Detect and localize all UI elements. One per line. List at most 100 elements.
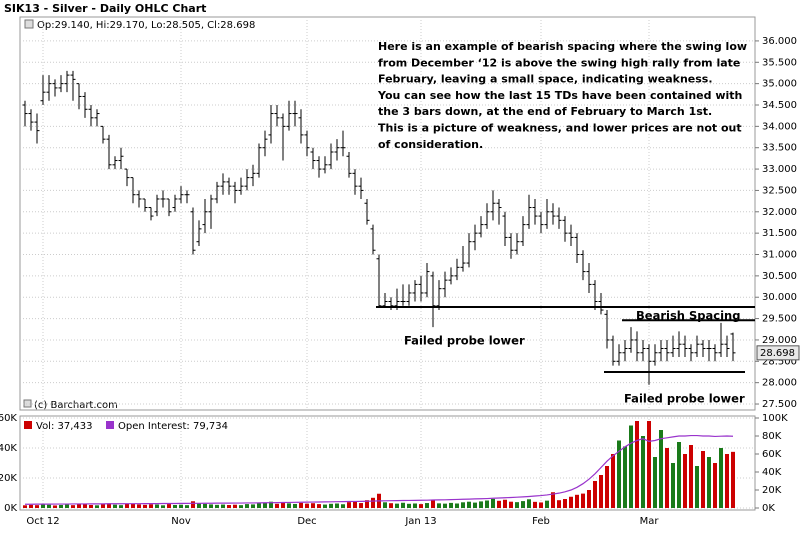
volume-bar — [233, 504, 237, 508]
note-text: February, leaving a small space, indicat… — [378, 73, 713, 86]
volume-bar — [257, 503, 261, 508]
volume-bar — [449, 502, 453, 508]
volume-bar — [467, 501, 471, 508]
volume-bar — [29, 504, 33, 508]
volume-bar — [173, 505, 177, 508]
y-tick-label: 34.500 — [762, 100, 797, 111]
x-tick-label: Feb — [532, 516, 550, 527]
volume-bar — [287, 503, 291, 508]
note-text: You can see how the last 15 TDs have bee… — [377, 89, 742, 102]
volume-bar — [635, 421, 639, 508]
volume-bar — [263, 502, 267, 508]
volume-bar — [527, 499, 531, 508]
volume-bar — [323, 504, 327, 508]
y2-tick-label: 100K — [762, 413, 788, 424]
volume-bar — [713, 463, 717, 508]
volume-panel — [19, 415, 756, 511]
annotation: Failed probe lower — [404, 334, 525, 348]
volume-bar — [107, 503, 111, 508]
volume-bar — [161, 505, 165, 508]
volume-bar — [623, 446, 627, 508]
volume-bar — [671, 463, 675, 508]
volume-bar — [653, 457, 657, 508]
y-tick-label: 29.000 — [762, 335, 797, 346]
volume-bar — [503, 499, 507, 508]
volume-bar — [95, 505, 99, 508]
volume-bar — [269, 501, 273, 508]
volume-bar — [587, 490, 591, 508]
y-tick-label: 29.500 — [762, 314, 797, 325]
volume-bar — [629, 425, 633, 508]
volume-bar — [581, 493, 585, 508]
y2-tick-label: 20K — [762, 485, 782, 496]
volume-bar — [611, 454, 615, 508]
volume-bar — [539, 502, 543, 508]
note-text: Here is an example of bearish spacing wh… — [378, 40, 747, 53]
open-interest-line — [25, 434, 734, 505]
y-tick-label: 33.000 — [762, 164, 797, 175]
x-tick-label: Oct 12 — [26, 516, 59, 527]
volume-bar — [353, 501, 357, 508]
volume-bar — [23, 505, 27, 508]
note-text: of consideration. — [378, 138, 483, 151]
y-tick-label: 30.500 — [762, 271, 797, 282]
volume-bar — [143, 504, 147, 508]
volume-bar — [557, 500, 561, 508]
volume-bar — [35, 505, 39, 508]
y2-tick-label: 60K — [762, 449, 782, 460]
volume-bar — [347, 502, 351, 508]
volume-bar — [317, 504, 321, 508]
volume-bar — [407, 503, 411, 508]
x-tick-label: Jan 13 — [404, 516, 436, 527]
volume-bar — [401, 502, 405, 508]
volume-bar — [389, 503, 393, 508]
volume-bar — [731, 451, 735, 508]
volume-bar — [125, 503, 129, 508]
volume-bar — [251, 504, 255, 508]
y-tick-label: 31.000 — [762, 250, 797, 261]
y-tick-label: 31.500 — [762, 228, 797, 239]
volume-bar — [41, 504, 45, 508]
volume-bar — [725, 454, 729, 508]
volume-bar — [359, 503, 363, 508]
y-tick-label: 32.000 — [762, 207, 797, 218]
volume-bar — [551, 492, 555, 508]
y-tick-label: 40K — [0, 443, 17, 454]
volume-bar — [617, 440, 621, 508]
volume-bar — [599, 475, 603, 508]
volume-bar — [395, 503, 399, 508]
volume-bar — [293, 503, 297, 508]
volume-bar — [65, 504, 69, 508]
y-tick-label: 27.500 — [762, 399, 797, 410]
volume-bar — [203, 503, 207, 508]
volume-bar — [683, 454, 687, 508]
volume-bar — [719, 448, 723, 508]
volume-bar — [497, 500, 501, 508]
volume-bar — [299, 502, 303, 508]
volume-bar — [221, 504, 225, 508]
y-tick-label: 20K — [0, 473, 17, 484]
volume-bar — [53, 505, 57, 508]
volume-bar — [155, 504, 159, 508]
volume-bar — [443, 503, 447, 508]
volume-bar — [47, 504, 51, 508]
volume-bar — [545, 500, 549, 508]
volume-bar — [515, 502, 519, 508]
volume-bar — [455, 503, 459, 508]
annotation: Failed probe lower — [624, 392, 745, 406]
volume-bar — [383, 502, 387, 508]
volume-bar — [119, 505, 123, 508]
y-tick-label: 33.500 — [762, 143, 797, 154]
volume-bar — [371, 497, 375, 508]
volume-bar — [647, 421, 651, 508]
volume-bar — [425, 503, 429, 508]
volume-bar — [59, 505, 63, 508]
volume-bar — [419, 504, 423, 508]
volume-bar — [701, 451, 705, 508]
volume-bar — [77, 504, 81, 508]
volume-bar — [473, 502, 477, 508]
annotation: Bearish Spacing — [636, 309, 740, 323]
y-tick-label: 32.500 — [762, 185, 797, 196]
